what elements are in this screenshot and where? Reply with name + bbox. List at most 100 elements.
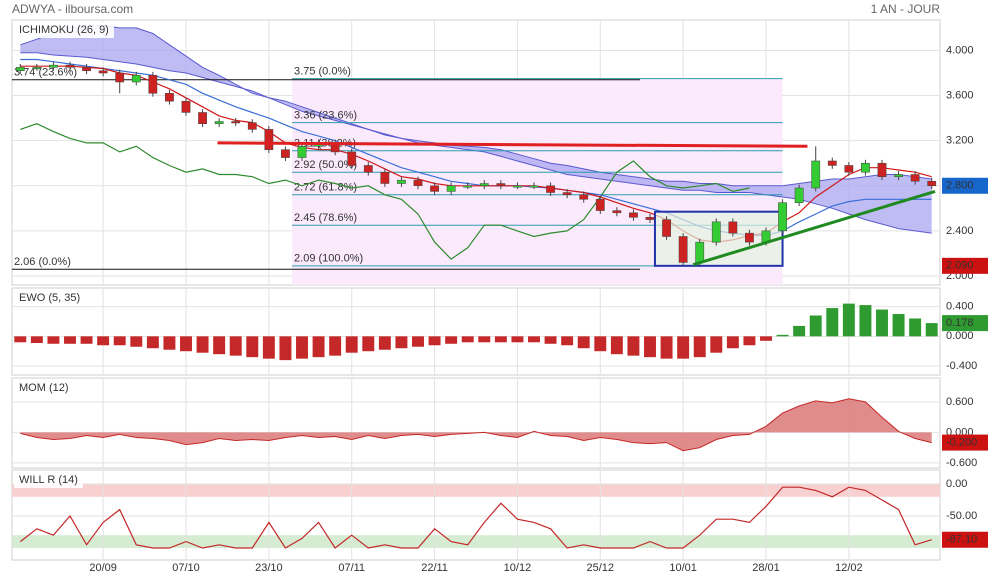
candle-body — [214, 121, 224, 124]
bar — [196, 336, 209, 353]
bar — [229, 336, 242, 356]
panel-title-bg — [14, 472, 83, 488]
bar — [47, 336, 60, 344]
bar — [809, 315, 822, 337]
candle-body — [827, 160, 837, 166]
candle-body — [98, 70, 108, 74]
bar — [296, 336, 308, 359]
candle-body — [811, 160, 821, 189]
indicator-line — [20, 123, 750, 260]
bar — [909, 318, 922, 337]
price-tag — [942, 434, 988, 451]
x-tick-label: 25/12 — [587, 562, 615, 574]
price-tag — [942, 531, 988, 548]
panel-title: EWO (5, 35) — [19, 292, 80, 304]
y-tick-label: 0.000 — [946, 330, 974, 342]
candle-body — [247, 122, 257, 130]
bar — [445, 336, 458, 344]
y-tick-label: 0.00 — [946, 478, 967, 490]
bar — [262, 336, 275, 359]
panel: 0.400 0.000 -0.400 EWO (5, 35) 0.178 — [11, 287, 988, 376]
candle-body — [32, 67, 42, 70]
candle-body — [513, 185, 522, 188]
candle-body — [181, 100, 191, 113]
x-tick-label: 12/02 — [835, 562, 863, 574]
candle-body — [877, 162, 887, 177]
bar — [395, 336, 408, 349]
bar — [113, 336, 126, 346]
candle-body — [380, 171, 390, 184]
fib-left-label: 2.06 (0.0%) — [14, 256, 71, 268]
bar — [279, 336, 292, 361]
bar — [710, 336, 723, 353]
candle-body — [496, 183, 506, 187]
bar — [776, 334, 789, 337]
y-tick-label: 0.600 — [946, 396, 974, 408]
candle-body — [165, 93, 174, 102]
trendline — [692, 189, 936, 267]
candle-body — [927, 181, 937, 187]
fib-label: 2.92 (50.0%) — [294, 159, 357, 171]
bar — [627, 336, 640, 356]
bar — [461, 336, 474, 343]
bar — [312, 336, 325, 358]
candle-body — [728, 221, 738, 234]
x-tick-label: 28/01 — [752, 562, 780, 574]
bar — [544, 336, 557, 344]
candle-body — [463, 185, 473, 188]
bar — [14, 336, 27, 343]
candle-body — [595, 199, 605, 211]
bar — [511, 336, 524, 343]
bar — [677, 336, 690, 359]
y-tick-label: -50.00 — [946, 510, 977, 522]
candle-body — [529, 185, 539, 188]
candle-body — [115, 72, 125, 83]
candle-body — [579, 194, 589, 200]
bar — [362, 336, 375, 352]
candle-body — [82, 67, 91, 71]
x-tick-label: 10/12 — [504, 562, 532, 574]
bar — [246, 336, 259, 358]
candle-body — [281, 149, 290, 158]
bar — [577, 336, 590, 349]
bar — [378, 336, 391, 350]
line — [19, 486, 932, 549]
bar — [876, 309, 888, 337]
bar — [428, 336, 441, 346]
y-tick-label: 4.000 — [946, 44, 974, 56]
y-tick-label: 3.600 — [946, 89, 974, 101]
x-tick-label: 23/10 — [255, 562, 283, 574]
price-tag — [942, 177, 988, 194]
bar — [826, 308, 839, 337]
candle-body — [678, 236, 688, 263]
bar — [80, 336, 93, 344]
bar — [660, 336, 673, 359]
area — [20, 398, 932, 451]
panel-title: ICHIMOKU (26, 9) — [19, 24, 109, 36]
bar — [561, 336, 574, 346]
fib-left-label: 3.74 (23.6%) — [14, 67, 77, 79]
line — [20, 398, 932, 452]
y-tick-label: 0.400 — [946, 300, 974, 312]
panel-background — [11, 287, 941, 376]
candle-body — [894, 174, 903, 177]
candle-body — [446, 185, 456, 192]
price-tag — [942, 257, 988, 274]
bar — [494, 336, 507, 343]
x-tick-label: 07/10 — [172, 562, 200, 574]
bar — [892, 314, 905, 337]
candle-body — [778, 202, 787, 232]
candle-body — [662, 219, 671, 237]
bar — [97, 336, 110, 346]
bar — [726, 336, 739, 349]
candle-body — [65, 64, 75, 68]
bar — [30, 336, 43, 344]
bar — [345, 336, 358, 353]
cloud-edge — [20, 25, 932, 187]
candle-body — [629, 212, 638, 218]
x-tick-label: 20/09 — [89, 562, 117, 574]
y-tick-label: -0.600 — [946, 457, 977, 469]
